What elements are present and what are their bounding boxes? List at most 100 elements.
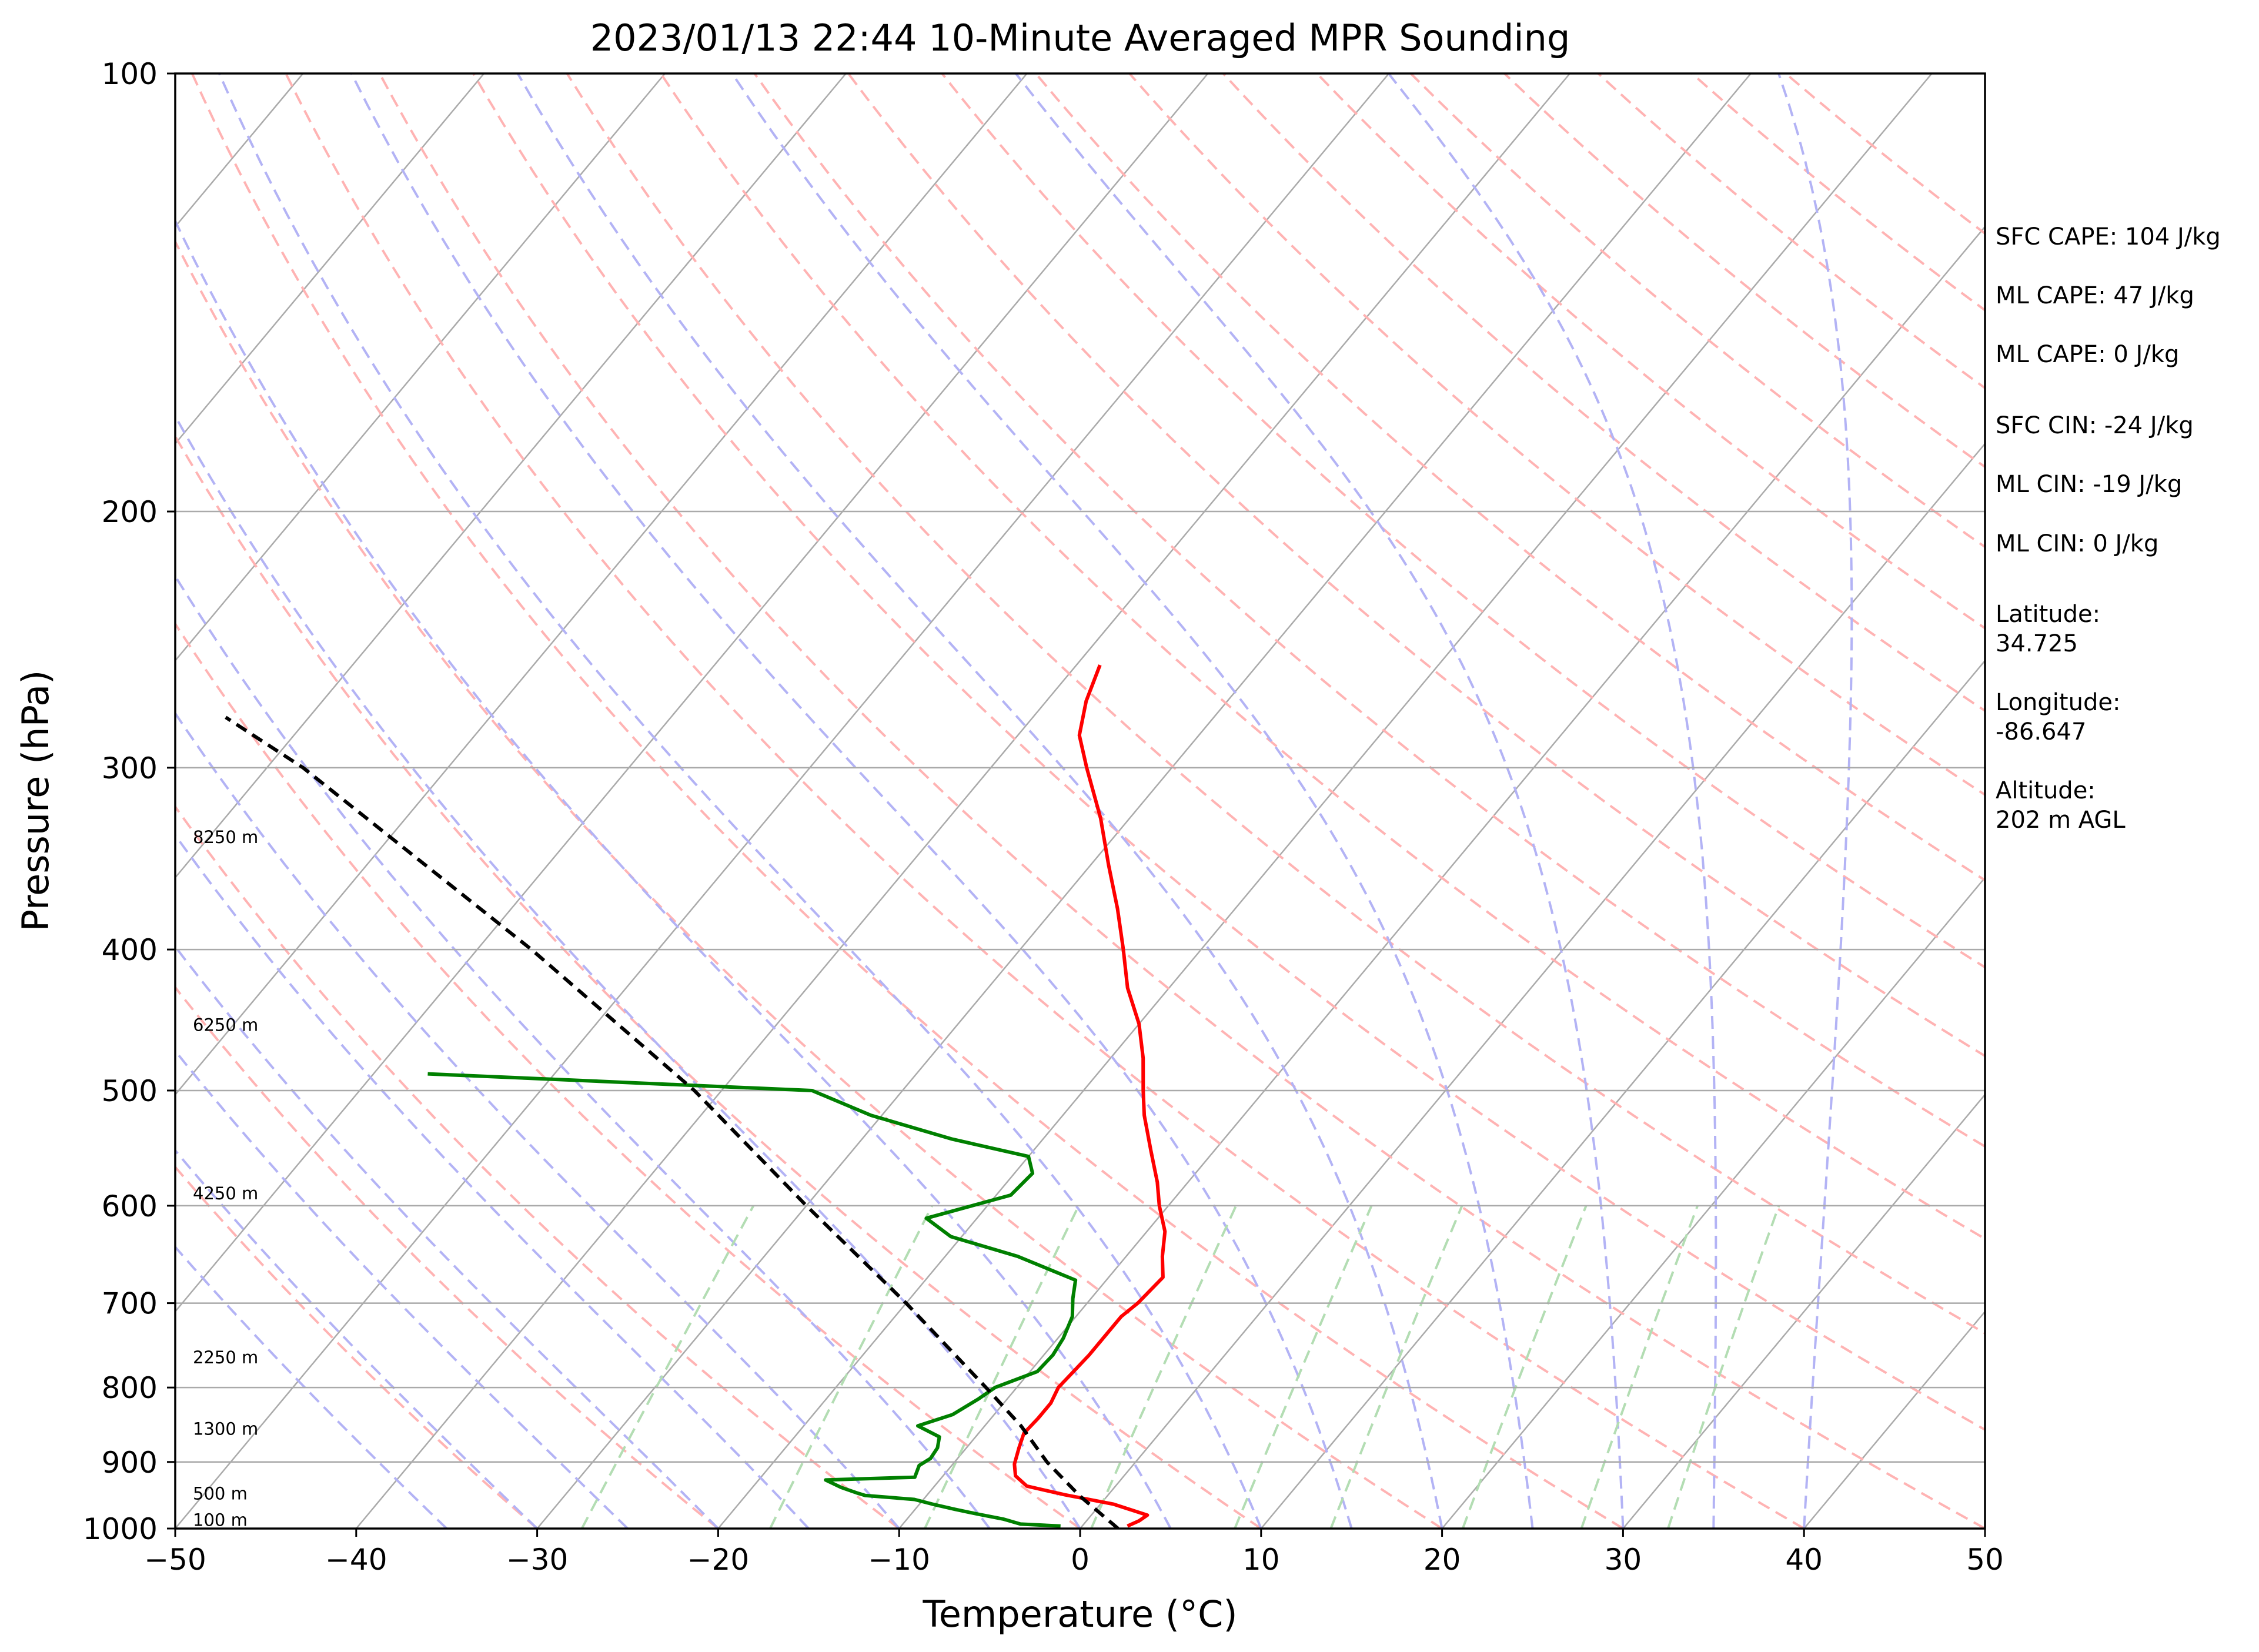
dry-adiabat-line [175, 239, 1443, 1529]
moist-adiabat-line [175, 1245, 448, 1529]
dry-adiabat-line [175, 804, 900, 1529]
mixing-ratio-line [580, 1205, 755, 1529]
moist-adiabat-line [175, 1049, 629, 1529]
y-tick-label: 800 [102, 1371, 158, 1405]
dry-adiabat-line [566, 73, 1985, 1335]
x-tick-label: −50 [144, 1543, 206, 1577]
dry-adiabat-line [285, 73, 1805, 1529]
isotherm-line [175, 73, 1028, 1096]
height-label: 500 m [193, 1484, 248, 1504]
y-tick-label: 700 [102, 1287, 158, 1321]
isotherm-line [355, 73, 1570, 1529]
height-labels: 100 m 500 m 1300 m 2250 m 4250 m 6250 m 8250 m [193, 827, 258, 1530]
parcel-profile-line [225, 715, 1120, 1529]
y-tick-label: 900 [102, 1446, 158, 1480]
mixing-ratio-line [1461, 1205, 1588, 1529]
isotherm-line [1260, 659, 1985, 1529]
y-tick-label: 1000 [83, 1512, 158, 1546]
stat-ml-cin: ML CIN: -19 J/kg [1996, 471, 2182, 498]
dry-adiabat-line [1035, 73, 1985, 882]
x-axis-label: Temperature (°C) [922, 1593, 1237, 1636]
dry-adiabat-line [941, 73, 1985, 969]
stat-sfc-cape: SFC CAPE: 104 J/kg [1996, 223, 2221, 250]
dry-adiabat-line [175, 434, 1262, 1529]
dry-adiabat-line [1316, 73, 1985, 630]
moist-adiabat-line [175, 833, 810, 1529]
altitude-value: 202 m AGL [1996, 807, 2126, 834]
x-tick-label: −30 [506, 1543, 569, 1577]
dry-adiabat-line [175, 621, 1081, 1529]
isotherm-line [1622, 1093, 1985, 1529]
longitude-label: Longitude: [1996, 689, 2120, 716]
x-tick-label: 0 [1071, 1543, 1090, 1577]
height-label: 2250 m [193, 1347, 258, 1367]
x-tick-label: −10 [868, 1543, 930, 1577]
mixing-ratio-line [1580, 1205, 1699, 1529]
mixing-ratio-line [769, 1205, 934, 1529]
mixing-ratio-line [1234, 1205, 1373, 1529]
temperature-line [1012, 664, 1167, 1528]
y-axis-label: Pressure (hPa) [14, 670, 57, 932]
height-label: 8250 m [193, 827, 258, 847]
x-tick-label: 40 [1785, 1543, 1823, 1577]
chart-title: 2023/01/13 22:44 10-Minute Averaged MPR … [590, 16, 1570, 59]
altitude-label: Altitude: [1996, 777, 2096, 804]
latitude-value: 34.725 [1996, 630, 2078, 657]
stat-sfc-cin: SFC CIN: -24 J/kg [1996, 412, 2194, 439]
x-tick-label: 30 [1605, 1543, 1642, 1577]
moist-adiabat-line [175, 711, 900, 1529]
isotherm-line [175, 73, 1209, 1313]
dry-adiabat-line [175, 1165, 538, 1529]
y-tick-label: 600 [102, 1189, 158, 1223]
latitude-label: Latitude: [1996, 601, 2100, 628]
moist-adiabat-line [731, 73, 1534, 1529]
isotherm-line [717, 73, 1933, 1529]
background-reference-lines [175, 73, 1985, 1529]
stat-ml-cin-2: ML CIN: 0 J/kg [1996, 530, 2158, 557]
isotherm-line [898, 225, 1985, 1529]
dry-adiabat-line [378, 73, 1985, 1529]
height-label: 1300 m [193, 1419, 258, 1439]
dewpoint-line [427, 1072, 1078, 1528]
y-tick-label: 400 [102, 933, 158, 967]
y-tick-label: 300 [102, 751, 158, 785]
dry-adiabat-line [191, 73, 1624, 1529]
isotherm-line [1080, 442, 1985, 1529]
dry-adiabat-line [472, 73, 1985, 1432]
sounding-profiles [225, 664, 1167, 1529]
height-label: 4250 m [193, 1183, 258, 1203]
mixing-ratio-line [1329, 1205, 1463, 1529]
moist-adiabat-line [218, 73, 1262, 1529]
pressure-gridlines [175, 510, 1985, 1463]
y-axis-ticks: 100 200 300 400 500 600 700 800 900 1000 [83, 57, 175, 1546]
dry-adiabat-line [1597, 73, 1985, 390]
moist-adiabat-line [516, 73, 1443, 1529]
mixing-ratio-line [1667, 1205, 1780, 1529]
dry-adiabat-line [1128, 73, 1985, 797]
moist-adiabat-line [175, 574, 991, 1529]
y-tick-label: 500 [102, 1074, 158, 1108]
dry-adiabat-line [847, 73, 1985, 1058]
moist-adiabat-line [175, 944, 719, 1529]
stat-ml-cape: ML CAPE: 47 J/kg [1996, 282, 2194, 309]
isotherm-line [175, 73, 485, 445]
height-label: 6250 m [193, 1015, 258, 1035]
moist-adiabat-line [350, 73, 1353, 1529]
x-tick-label: −40 [325, 1543, 387, 1577]
height-label: 100 m [193, 1510, 248, 1530]
x-tick-label: 50 [1966, 1543, 2004, 1577]
stat-ml-cape-2: ML CAPE: 0 J/kg [1996, 341, 2179, 368]
x-tick-label: 20 [1423, 1543, 1461, 1577]
dry-adiabat-line [660, 73, 1985, 1240]
moist-adiabat-line [175, 218, 1172, 1529]
moist-adiabat-line [175, 413, 1081, 1529]
x-tick-label: 10 [1242, 1543, 1280, 1577]
longitude-value: -86.647 [1996, 718, 2086, 745]
dry-adiabat-line [175, 985, 719, 1529]
y-tick-label: 200 [102, 495, 158, 529]
moist-adiabat-line [1388, 73, 1717, 1529]
isotherm-line [175, 73, 666, 662]
moist-adiabat-line [1777, 73, 1853, 1529]
isotherm-line [536, 73, 1752, 1529]
